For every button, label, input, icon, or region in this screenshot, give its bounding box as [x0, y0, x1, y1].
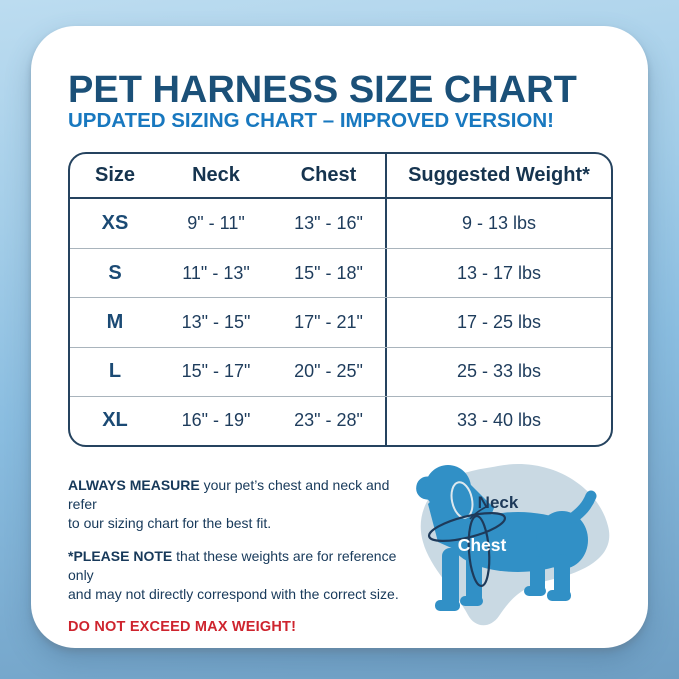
cell-neck: 13" - 15" — [181, 311, 251, 332]
size-table: Size Neck Chest Suggested Weight* XS 9" … — [68, 152, 613, 447]
dog-tail — [567, 490, 597, 524]
cell-weight: 13 - 17 lbs — [385, 249, 611, 298]
cell-chest: 20" - 25" — [294, 361, 363, 382]
cell-weight: 25 - 33 lbs — [385, 347, 611, 396]
measure-note-line2: to our sizing chart for the best fit. — [68, 515, 272, 532]
cell-chest: 13" - 16" — [294, 213, 363, 234]
cell-size: M — [106, 310, 124, 333]
neck-label-leader-line — [469, 506, 487, 520]
measure-note: ALWAYS MEASURE your pet’s chest and neck… — [68, 476, 420, 533]
reference-note-line1: that these weights are for reference onl… — [68, 548, 397, 584]
header-cell-weight: Suggested Weight* — [385, 154, 611, 197]
cell-chest: 17" - 21" — [294, 311, 363, 332]
cell-weight: 9 - 13 lbs — [385, 199, 611, 249]
header-cell-size: Size — [94, 164, 136, 186]
dog-measurement-diagram: Neck Chest — [370, 430, 620, 640]
header-cell-neck: Neck — [192, 164, 240, 186]
cell-neck: 15" - 17" — [181, 361, 251, 382]
table-row-xl: XL 16" - 19" 23" - 28" 33 - 40 lbs — [70, 395, 611, 445]
cell-chest: 15" - 18" — [294, 262, 363, 283]
table-row-xs: XS 9" - 11" 13" - 16" 9 - 13 lbs — [70, 199, 611, 249]
neck-label: Neck — [478, 493, 519, 512]
table-header-row: Size Neck Chest Suggested Weight* — [70, 154, 611, 199]
table-row-s: S 11" - 13" 15" - 18" 13 - 17 lbs — [70, 248, 611, 298]
chest-label: Chest — [458, 535, 507, 555]
measure-note-lead: ALWAYS MEASURE — [68, 477, 200, 493]
dog-diagram-svg: Neck Chest — [416, 464, 610, 626]
notes-block: ALWAYS MEASURE your pet’s chest and neck… — [68, 476, 420, 652]
cell-neck: 9" - 11" — [187, 213, 245, 234]
cell-weight: 33 - 40 lbs — [385, 396, 611, 445]
table-row-l: L 15" - 17" 20" - 25" 25 - 33 lbs — [70, 346, 611, 396]
header-cell-chest: Chest — [300, 164, 357, 186]
cell-weight: 17 - 25 lbs — [385, 298, 611, 347]
cell-size: XL — [102, 409, 128, 432]
reference-note-line2: and may not directly correspond with the… — [68, 586, 399, 603]
cell-size: L — [108, 360, 122, 383]
dog-silhouette — [416, 465, 597, 611]
chart-title: PET HARNESS SIZE CHART — [68, 69, 577, 111]
reference-note-lead: *PLEASE NOTE — [68, 548, 173, 565]
measure-note-line1: your pet’s chest and neck and refer — [68, 477, 390, 513]
table-row-m: M 13" - 15" 17" - 21" 17 - 25 lbs — [70, 297, 611, 347]
chart-subtitle: UPDATED SIZING CHART – IMPROVED VERSION! — [68, 109, 554, 132]
cell-size: S — [108, 261, 122, 284]
size-chart-card: PET HARNESS SIZE CHART UPDATED SIZING CH… — [31, 26, 648, 648]
cell-neck: 16" - 19" — [181, 410, 251, 431]
max-weight-warning: DO NOT EXCEED MAX WEIGHT! — [68, 619, 297, 636]
chest-measure-loop — [467, 514, 491, 588]
cell-chest: 23" - 28" — [294, 410, 363, 431]
cell-size: XS — [101, 212, 129, 235]
cell-neck: 11" - 13" — [182, 262, 250, 283]
reference-note: *PLEASE NOTE that these weights are for … — [68, 547, 420, 604]
